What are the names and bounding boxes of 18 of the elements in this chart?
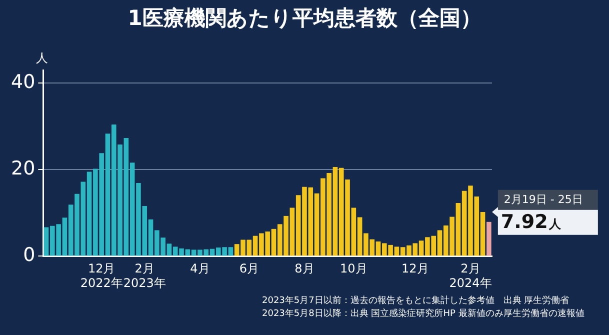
y-tick-label: 0 [23,244,36,266]
x-tick-label: 10月 [340,262,368,276]
text: 2023年5月7日以前：過去の報告をもとに集計した参考値 出典 厚生労働省 [262,295,570,306]
x-tick-label: 12月 2022年 [80,262,123,290]
x-tick-label: 6月 [239,262,259,276]
x-tick-label: 2月 2024年 [449,262,492,290]
x-tick-label: 8月 [294,262,314,276]
text: 2月19日 - 25日 [504,192,583,206]
x-tick-label: 4月 [190,262,210,276]
bar [486,222,492,256]
y-tick-label: 40 [10,70,36,93]
x-tick-label: 12月 [402,262,429,276]
y-axis-title: 人 [36,51,48,65]
text: 2023年5月8日以降：出典 国立感染症研究所HP 最新値のみ厚生労働省の速報値 [262,308,584,319]
data-label: 7.92人 [500,210,562,233]
chart-title: 1医療機関あたり平均患者数（全国） [126,5,482,32]
x-tick-label: 2月 2023年 [123,262,166,290]
y-tick-label: 20 [10,158,36,180]
